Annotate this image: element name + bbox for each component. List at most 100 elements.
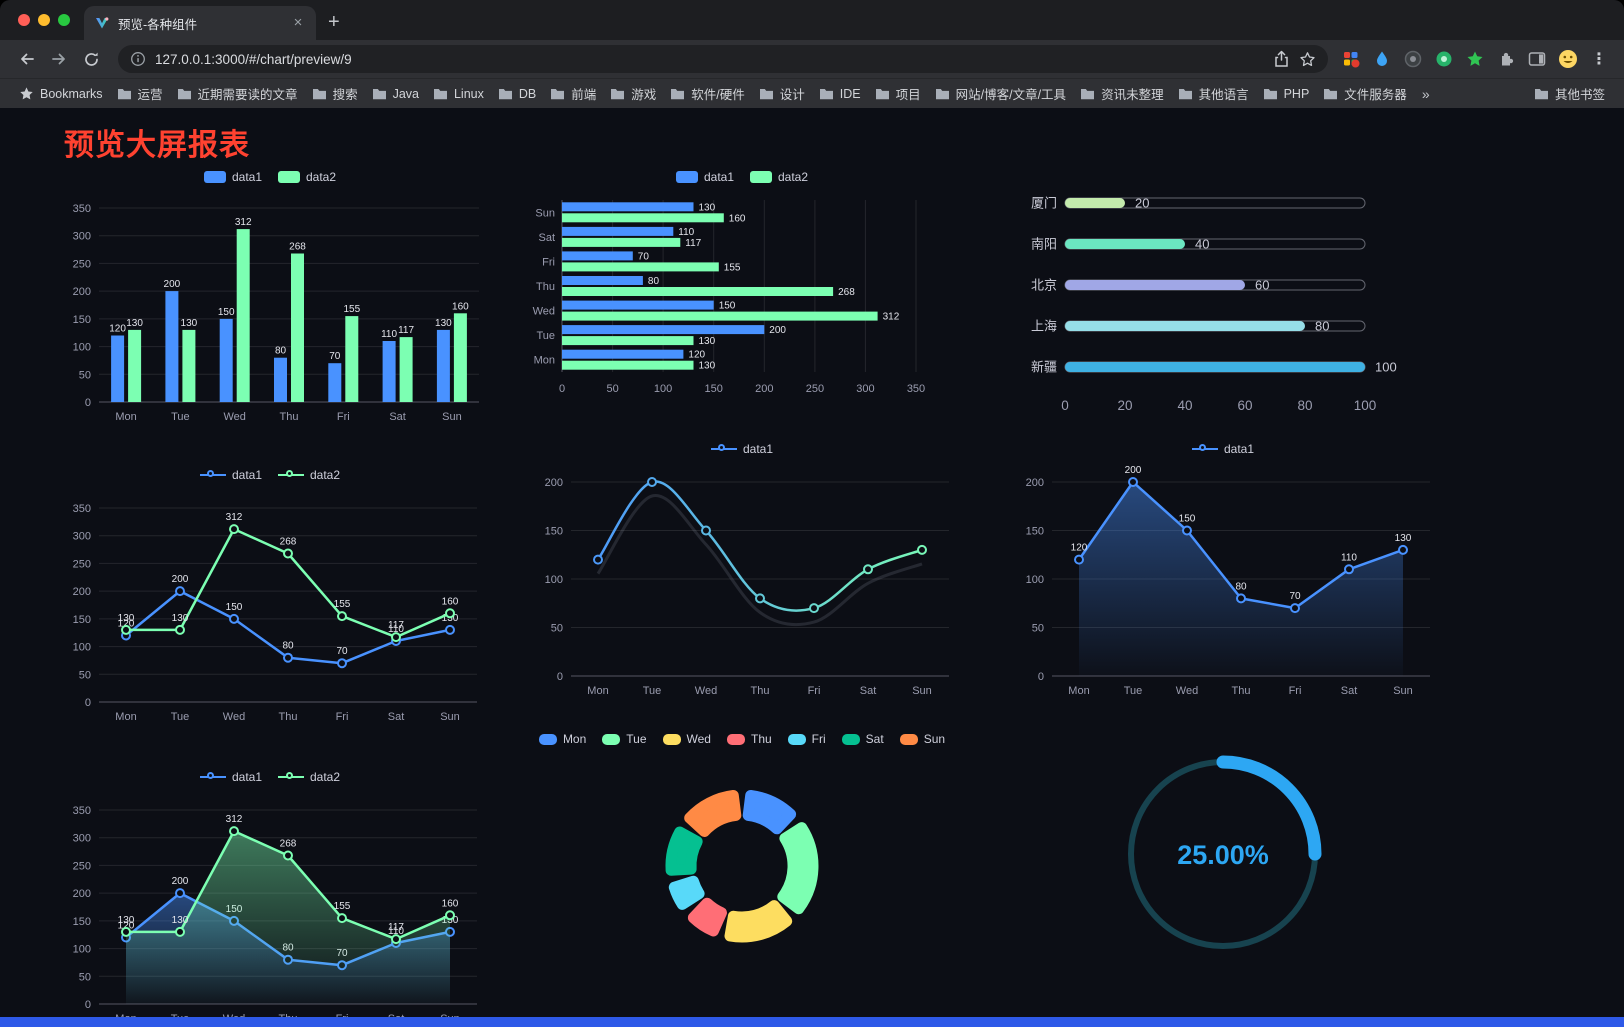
svg-text:Thu: Thu (536, 281, 555, 293)
bookmark-folder[interactable]: DB (491, 84, 543, 104)
legend-item[interactable]: data1 (675, 170, 734, 184)
svg-text:150: 150 (545, 526, 563, 538)
new-tab-button[interactable]: + (328, 11, 340, 33)
bookmark-folder[interactable]: Java (365, 84, 426, 104)
svg-text:Thu: Thu (280, 411, 299, 423)
folder-icon (1534, 89, 1548, 100)
forward-button[interactable] (44, 44, 74, 74)
svg-text:100: 100 (73, 642, 91, 654)
window-minimize-button[interactable] (38, 14, 50, 26)
legend-item[interactable]: data1 (199, 468, 262, 482)
legend-item[interactable]: Sun (899, 732, 945, 746)
browser-tab[interactable]: 预览-各种组件 × (84, 6, 316, 40)
folder-icon (935, 89, 949, 100)
bookmark-folder[interactable]: 近期需要读的文章 (170, 81, 305, 106)
bookmark-folder[interactable]: 游戏 (603, 81, 663, 106)
legend-item[interactable]: Thu (726, 732, 772, 746)
donut-canvas (665, 790, 819, 943)
bookmark-folder[interactable]: 设计 (752, 81, 812, 106)
svg-text:Sat: Sat (538, 232, 555, 244)
address-bar[interactable]: 127.0.0.1:3000/#/chart/preview/9 (118, 45, 1328, 73)
bookmark-folder[interactable]: 资讯未整理 (1073, 81, 1171, 106)
extension-grid-button[interactable] (1340, 48, 1362, 70)
bookmark-folder[interactable]: 文件服务器 (1316, 81, 1414, 106)
svg-text:南阳: 南阳 (1031, 237, 1057, 252)
svg-text:250: 250 (73, 558, 91, 570)
side-panel-button[interactable] (1526, 48, 1548, 70)
svg-text:130: 130 (699, 202, 716, 213)
svg-text:155: 155 (334, 901, 351, 912)
svg-text:70: 70 (1289, 591, 1301, 602)
svg-text:Mon: Mon (534, 355, 555, 367)
svg-text:20: 20 (1135, 196, 1149, 211)
bookmark-folder[interactable]: 其他语言 (1171, 81, 1256, 106)
extension-dark-circle-button[interactable] (1402, 48, 1424, 70)
window-zoom-button[interactable] (58, 14, 70, 26)
folder-icon (1178, 89, 1192, 100)
legend-item[interactable]: data2 (278, 770, 340, 784)
svg-text:Thu: Thu (751, 685, 770, 697)
legend-item[interactable]: Fri (787, 732, 826, 746)
bookmark-folder[interactable]: 网站/博客/文章/工具 (928, 81, 1073, 106)
bookmarks-overflow-button[interactable]: » (1421, 85, 1430, 102)
extension-drop-button[interactable] (1371, 48, 1393, 70)
bookmark-folder[interactable]: 软件/硬件 (663, 81, 751, 106)
bookmark-folder[interactable]: PHP (1256, 84, 1317, 104)
other-bookmarks-folder[interactable]: 其他书签 (1527, 81, 1612, 106)
svg-text:Mon: Mon (115, 411, 136, 423)
svg-text:80: 80 (1297, 398, 1312, 413)
legend-item[interactable]: data2 (750, 170, 808, 184)
extension-green-circle-button[interactable] (1433, 48, 1455, 70)
legend-item[interactable]: Tue (602, 732, 647, 746)
folder-icon (117, 89, 131, 100)
svg-text:0: 0 (559, 383, 565, 395)
two-series-area-line-chart: data1 data2 0 50 100 150 200 250 300 350 Mon Tue Wed… (44, 728, 496, 1017)
window-close-button[interactable] (18, 14, 30, 26)
legend-item[interactable]: data1 (203, 170, 262, 184)
svg-text:268: 268 (280, 537, 297, 548)
svg-text:160: 160 (442, 898, 459, 909)
bookmarks-manager[interactable]: Bookmarks (12, 83, 110, 104)
svg-text:200: 200 (73, 586, 91, 598)
legend-item[interactable]: data1 (1191, 442, 1254, 456)
svg-text:312: 312 (226, 512, 243, 523)
bookmarks-star-icon (20, 87, 33, 100)
bookmark-folder[interactable]: 运营 (110, 81, 170, 106)
svg-text:200: 200 (164, 279, 181, 290)
legend-item[interactable]: data2 (278, 170, 336, 184)
svg-text:Sat: Sat (1341, 685, 1358, 697)
bookmark-star-icon[interactable] (1299, 51, 1316, 68)
legend-item[interactable]: Sat (841, 732, 884, 746)
extensions-puzzle-button[interactable] (1495, 48, 1517, 70)
svg-text:200: 200 (769, 325, 786, 336)
bookmark-folder[interactable]: IDE (812, 84, 868, 104)
legend-item[interactable]: data2 (278, 468, 340, 482)
profile-avatar[interactable] (1557, 48, 1579, 70)
legend-marker (750, 171, 772, 183)
svg-text:300: 300 (856, 383, 874, 395)
bookmark-folder[interactable]: 前端 (543, 81, 603, 106)
bookmark-folder[interactable]: 项目 (868, 81, 928, 106)
reload-button[interactable] (76, 44, 106, 74)
bookmark-folder[interactable]: Linux (426, 84, 491, 104)
extension-green-star-button[interactable] (1464, 48, 1486, 70)
legend-item[interactable]: data1 (199, 770, 262, 784)
legend-item[interactable]: Mon (538, 732, 586, 746)
svg-text:300: 300 (73, 531, 91, 543)
svg-text:200: 200 (172, 574, 189, 585)
bookmark-folder[interactable]: 搜索 (305, 81, 365, 106)
svg-text:200: 200 (755, 383, 773, 395)
folder-icon (819, 89, 833, 100)
svg-text:Sat: Sat (389, 411, 406, 423)
back-button[interactable] (12, 44, 42, 74)
green-star-icon (1467, 51, 1483, 66)
bookmarks-list: 运营 近期需要读的文章 搜索 Java Linux DB 前端 游戏 软件/硬件 设计 IDE 项目 网… (110, 81, 1414, 106)
share-icon[interactable] (1273, 50, 1290, 68)
svg-text:50: 50 (551, 623, 563, 635)
tab-close-icon[interactable]: × (293, 14, 303, 31)
svg-text:150: 150 (1179, 514, 1196, 525)
legend-item[interactable]: data1 (710, 442, 773, 456)
legend-item[interactable]: Wed (662, 732, 711, 746)
legend-label: Fri (811, 732, 826, 746)
browser-menu-button[interactable]: ⋮ (1591, 51, 1607, 68)
